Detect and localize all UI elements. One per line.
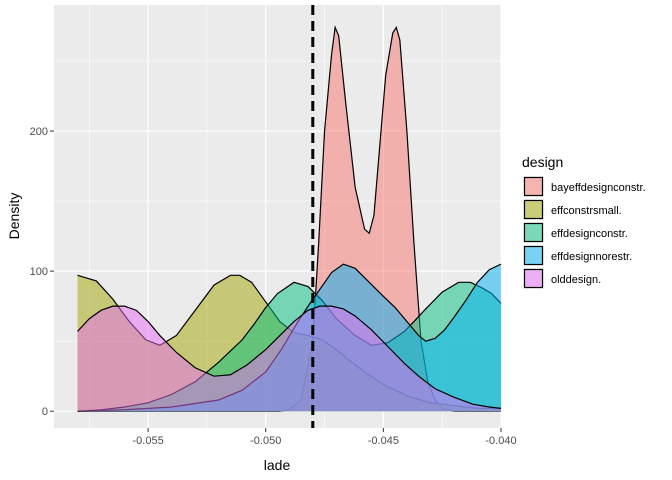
x-tick-label: -0.050 [250, 435, 281, 447]
legend-label: effconstrsmall. [551, 205, 622, 217]
legend-label: effdesignconstr. [551, 228, 628, 240]
legend-swatch [523, 268, 544, 289]
y-tick-label: 200 [30, 126, 48, 138]
x-axis-title: lade [264, 457, 291, 473]
legend-swatch [523, 199, 544, 220]
x-tick-label: -0.040 [485, 435, 516, 447]
legend-title: design [522, 154, 563, 170]
density-series [77, 25, 502, 412]
x-tick-label: -0.055 [133, 435, 164, 447]
y-axis-title: Density [6, 193, 22, 240]
x-tick-label: -0.045 [368, 435, 399, 447]
x-axis: -0.055 -0.050 -0.045 -0.040 [133, 428, 517, 447]
legend: design bayeffdesignconstr. effconstrsmall… [522, 154, 646, 289]
legend-label: olddesign. [551, 274, 601, 286]
y-tick-label: 100 [30, 266, 48, 278]
legend-swatch [523, 222, 544, 243]
density-line-olddesign [77, 305, 502, 409]
legend-swatch [523, 245, 544, 266]
legend-label: effdesignnorestr. [551, 251, 632, 263]
legend-swatch [523, 176, 544, 197]
legend-label: bayeffdesignconstr. [551, 182, 646, 194]
density-area-olddesign [77, 306, 501, 412]
y-axis: 0 100 200 [30, 126, 54, 418]
y-tick-label: 0 [42, 406, 48, 418]
